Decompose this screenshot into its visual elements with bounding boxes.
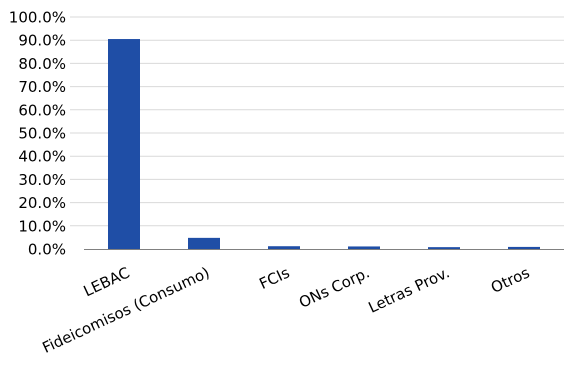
y-tick-label: 90.0% bbox=[18, 32, 66, 50]
bar bbox=[428, 247, 460, 249]
y-tick-label: 20.0% bbox=[18, 194, 66, 212]
bar bbox=[348, 246, 380, 249]
y-tick-label: 100.0% bbox=[9, 9, 66, 27]
y-tick-label: 10.0% bbox=[18, 217, 66, 235]
y-tick-label: 50.0% bbox=[18, 125, 66, 143]
bar bbox=[268, 246, 300, 249]
x-tick-label: Otros bbox=[488, 263, 532, 297]
y-axis-tick-labels: 0.0% 10.0% 20.0% 30.0% 40.0% 50.0% 60.0% 70.0% 8… bbox=[9, 9, 66, 259]
y-tick-label: 30.0% bbox=[18, 171, 66, 189]
x-tick-label: ONs Corp. bbox=[296, 263, 372, 311]
x-tick-label: Letras Prov. bbox=[366, 263, 453, 316]
y-tick-label: 80.0% bbox=[18, 55, 66, 73]
bar bbox=[508, 246, 540, 249]
x-tick-label: LEBAC bbox=[81, 263, 133, 300]
bar bbox=[108, 39, 140, 249]
bars bbox=[108, 39, 540, 249]
bar bbox=[188, 237, 220, 249]
y-tick-label: 70.0% bbox=[18, 78, 66, 96]
y-tick-label: 40.0% bbox=[18, 148, 66, 166]
y-tick-label: 60.0% bbox=[18, 101, 66, 119]
y-tick-label: 0.0% bbox=[28, 241, 66, 259]
gridlines bbox=[70, 16, 564, 227]
x-tick-label: FCIs bbox=[256, 263, 292, 293]
